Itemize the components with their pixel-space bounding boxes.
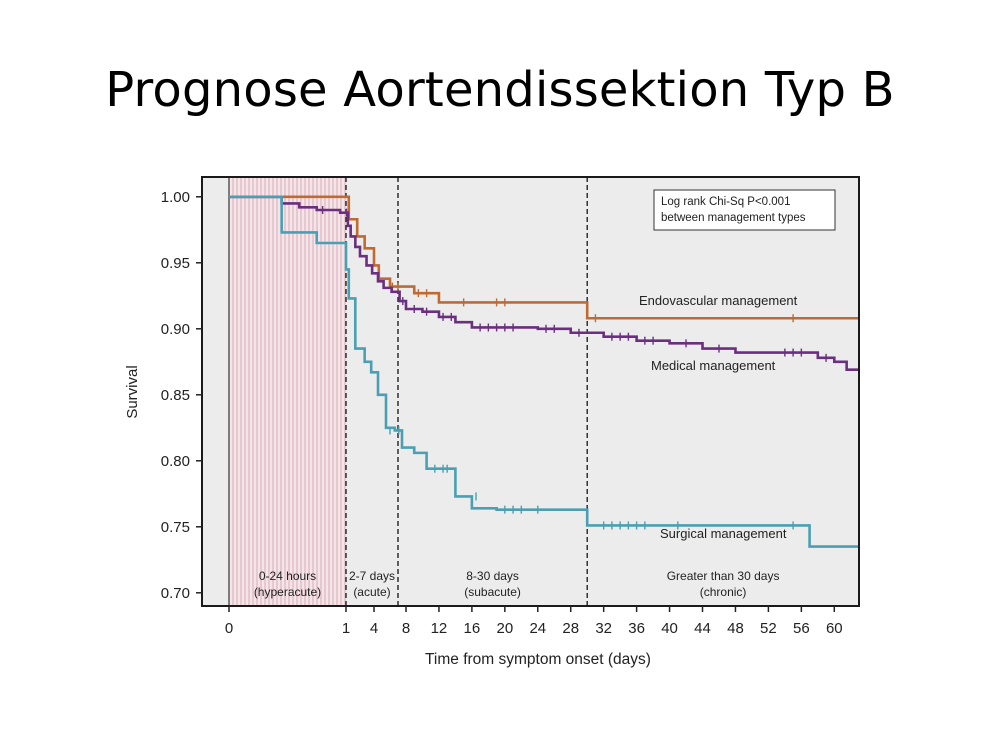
y-tick-label: 0.90 [161, 321, 190, 338]
x-tick-label: 56 [793, 620, 810, 637]
x-tick-label: 36 [628, 620, 645, 637]
series-label-endovascular: Endovascular management [639, 293, 798, 308]
x-tick-label: 44 [694, 620, 711, 637]
y-tick-label: 0.80 [161, 453, 190, 470]
y-tick-label: 0.70 [161, 585, 190, 602]
axis-layer: 0.700.750.800.850.900.951.000 1 4 8 12 16 20 24… [161, 189, 843, 637]
phase-sublabel: (acute) [353, 585, 390, 599]
phase-label: Greater than 30 days [667, 569, 780, 583]
x-tick-label: 0 [225, 620, 233, 637]
x-tick-label: 4 [370, 620, 378, 637]
x-tick-label: 16 [464, 620, 481, 637]
x-tick-label: 8 [402, 620, 410, 637]
series-label-medical: Medical management [651, 358, 776, 373]
x-tick-label: 12 [431, 620, 448, 637]
y-tick-label: 1.00 [161, 189, 190, 206]
phase-label: 0-24 hours [259, 569, 316, 583]
x-tick-label: 20 [496, 620, 513, 637]
y-axis-label: Survival [124, 365, 141, 418]
x-tick-label: 32 [595, 620, 612, 637]
annotation-line-2: between management types [661, 212, 806, 224]
x-tick-label: 1 [342, 620, 350, 637]
x-tick-label: 48 [727, 620, 744, 637]
y-tick-label: 0.85 [161, 387, 190, 404]
x-tick-label: 60 [826, 620, 843, 637]
x-tick-label: 28 [562, 620, 579, 637]
series-layer [229, 195, 859, 548]
annotation-line-1: Log rank Chi-Sq P<0.001 [661, 196, 790, 208]
series-line-endovascular [229, 195, 859, 320]
hyperacute-band [229, 177, 346, 606]
x-tick-label: 52 [760, 620, 777, 637]
phase-layer: 0-24 hours (hyperacute) 2-7 days (acute) 8-3… [228, 177, 780, 606]
y-tick-label: 0.95 [161, 255, 190, 272]
phase-label: 8-30 days [466, 569, 519, 583]
x-tick-label: 24 [529, 620, 546, 637]
x-axis-label: Time from symptom onset (days) [425, 651, 651, 668]
x-tick-label: 40 [661, 620, 678, 637]
annotation-box: Log rank Chi-Sq P<0.001 between manageme… [653, 189, 836, 231]
slide-title: Prognose Aortendissektion Typ B [105, 62, 895, 118]
phase-label: 2-7 days [349, 569, 395, 583]
y-tick-label: 0.75 [161, 519, 190, 536]
series-label-surgical: Surgical management [660, 526, 787, 541]
phase-sublabel: (hyperacute) [254, 585, 321, 599]
annotation-frame [653, 189, 836, 231]
plot-frame [201, 176, 860, 607]
phase-sublabel: (chronic) [700, 585, 747, 599]
phase-sublabel: (subacute) [464, 585, 521, 599]
